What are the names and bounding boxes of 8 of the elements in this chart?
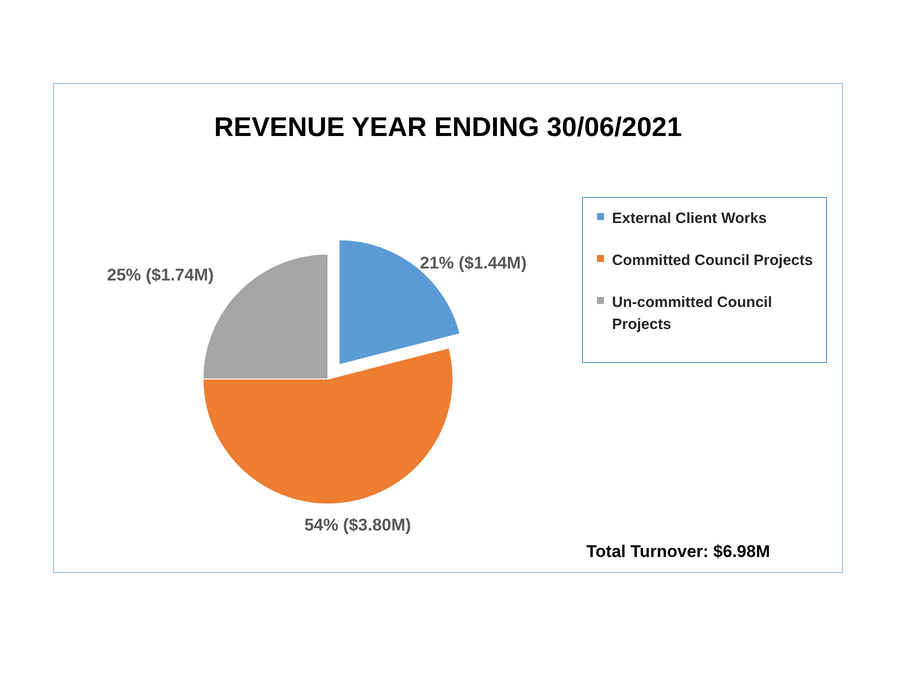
- legend-label: External Client Works: [612, 209, 767, 229]
- data-label: 21% ($1.44M): [420, 253, 527, 272]
- legend-label: Un-committed Council Projects: [612, 293, 773, 335]
- data-label: 25% ($1.74M): [107, 266, 214, 285]
- data-label: 54% ($3.80M): [304, 515, 412, 534]
- chart-title: REVENUE YEAR ENDING 30/06/2021: [213, 112, 683, 143]
- legend-label: Committed Council Projects: [612, 251, 813, 271]
- text: Total Turnover: $6.98M: [586, 542, 770, 562]
